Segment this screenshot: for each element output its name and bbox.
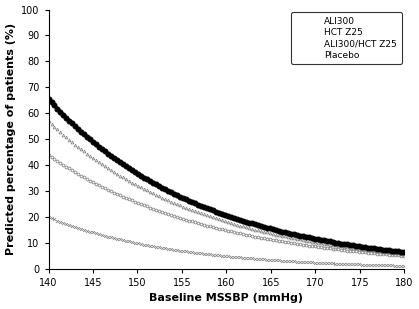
Legend: ALI300, HCT Z25, ALI300/HCT Z25, Placebo: ALI300, HCT Z25, ALI300/HCT Z25, Placebo [291,12,401,64]
X-axis label: Baseline MSSBP (mmHg): Baseline MSSBP (mmHg) [150,294,303,303]
Y-axis label: Predicted percentage of patients (%): Predicted percentage of patients (%) [5,23,16,255]
